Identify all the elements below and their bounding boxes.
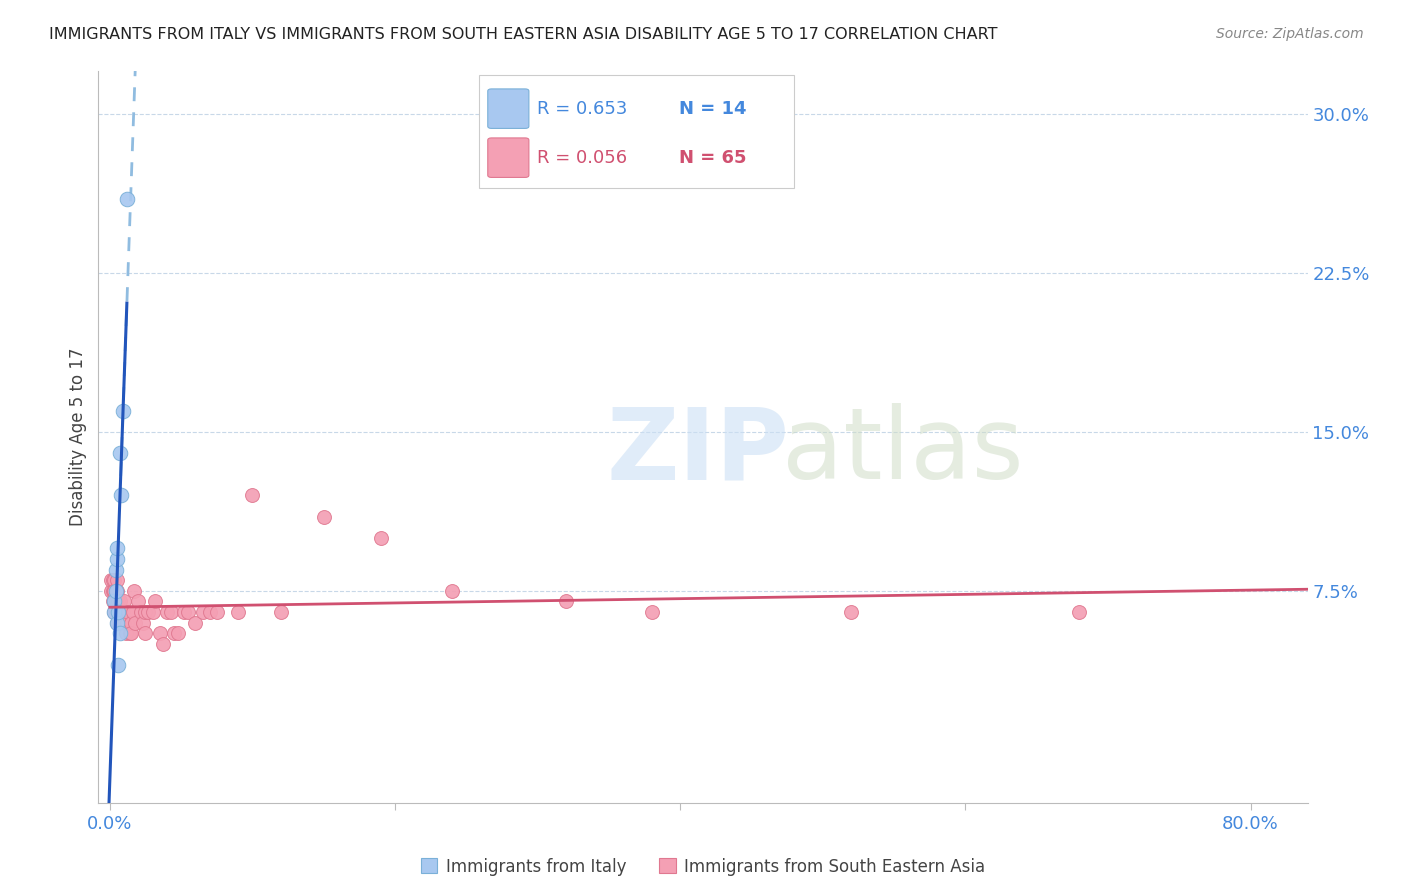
- Point: [115, 615, 138, 630]
- Y-axis label: Disability Age 5 to 17: Disability Age 5 to 17: [69, 348, 87, 526]
- Point: [118, 626, 141, 640]
- FancyBboxPatch shape: [488, 138, 529, 178]
- Point: [121, 605, 143, 619]
- Point: [115, 192, 138, 206]
- Point: [108, 446, 131, 460]
- Point: [103, 605, 125, 619]
- Point: [136, 605, 159, 619]
- Point: [134, 605, 156, 619]
- Point: [122, 583, 145, 598]
- Text: ZIP: ZIP: [606, 403, 789, 500]
- Point: [104, 605, 127, 619]
- Point: [108, 605, 131, 619]
- Point: [105, 541, 128, 556]
- Point: [640, 605, 662, 619]
- Point: [101, 583, 124, 598]
- Point: [1069, 605, 1091, 619]
- Point: [184, 615, 207, 630]
- Point: [103, 594, 125, 608]
- Point: [198, 605, 221, 619]
- Point: [163, 626, 186, 640]
- Text: IMMIGRANTS FROM ITALY VS IMMIGRANTS FROM SOUTH EASTERN ASIA DISABILITY AGE 5 TO : IMMIGRANTS FROM ITALY VS IMMIGRANTS FROM…: [49, 27, 998, 42]
- Point: [105, 615, 128, 630]
- Point: [242, 488, 264, 502]
- Point: [127, 594, 149, 608]
- Point: [142, 605, 165, 619]
- Point: [145, 594, 167, 608]
- Point: [177, 605, 200, 619]
- Point: [104, 594, 127, 608]
- Point: [839, 605, 862, 619]
- Point: [107, 658, 129, 673]
- Point: [270, 605, 292, 619]
- Point: [111, 605, 134, 619]
- Point: [104, 583, 127, 598]
- Point: [156, 605, 179, 619]
- Point: [149, 626, 172, 640]
- Point: [441, 583, 464, 598]
- Point: [108, 626, 131, 640]
- Point: [117, 605, 139, 619]
- Point: [105, 605, 128, 619]
- Point: [312, 509, 335, 524]
- Point: [107, 605, 129, 619]
- Text: R = 0.056: R = 0.056: [537, 149, 627, 167]
- Point: [107, 605, 129, 619]
- Point: [134, 626, 156, 640]
- Point: [103, 583, 125, 598]
- Point: [110, 605, 132, 619]
- Point: [124, 615, 146, 630]
- Point: [129, 605, 152, 619]
- Text: N = 65: N = 65: [679, 149, 747, 167]
- FancyBboxPatch shape: [479, 75, 793, 188]
- Point: [120, 615, 142, 630]
- Point: [105, 583, 128, 598]
- Point: [167, 626, 190, 640]
- Point: [370, 531, 392, 545]
- Point: [555, 594, 578, 608]
- Point: [191, 605, 214, 619]
- Point: [108, 594, 131, 608]
- Point: [110, 615, 132, 630]
- Point: [205, 605, 228, 619]
- Point: [120, 626, 142, 640]
- Point: [101, 594, 124, 608]
- Point: [152, 637, 174, 651]
- Point: [105, 615, 128, 630]
- Point: [131, 615, 153, 630]
- Point: [112, 594, 135, 608]
- Point: [107, 594, 129, 608]
- Point: [103, 573, 125, 587]
- Text: atlas: atlas: [782, 403, 1024, 500]
- Point: [104, 563, 127, 577]
- Point: [104, 583, 127, 598]
- Point: [103, 605, 125, 619]
- Point: [101, 573, 124, 587]
- Point: [100, 583, 122, 598]
- FancyBboxPatch shape: [488, 89, 529, 128]
- Point: [112, 615, 135, 630]
- Legend: Immigrants from Italy, Immigrants from South Eastern Asia: Immigrants from Italy, Immigrants from S…: [413, 851, 993, 882]
- Point: [114, 626, 136, 640]
- Point: [226, 605, 249, 619]
- Point: [110, 488, 132, 502]
- Point: [103, 583, 125, 598]
- Point: [111, 403, 134, 417]
- Point: [105, 552, 128, 566]
- Point: [100, 573, 122, 587]
- Text: N = 14: N = 14: [679, 100, 747, 118]
- Point: [160, 605, 183, 619]
- Text: Source: ZipAtlas.com: Source: ZipAtlas.com: [1216, 27, 1364, 41]
- Text: R = 0.653: R = 0.653: [537, 100, 627, 118]
- Point: [173, 605, 195, 619]
- Point: [105, 573, 128, 587]
- Point: [111, 615, 134, 630]
